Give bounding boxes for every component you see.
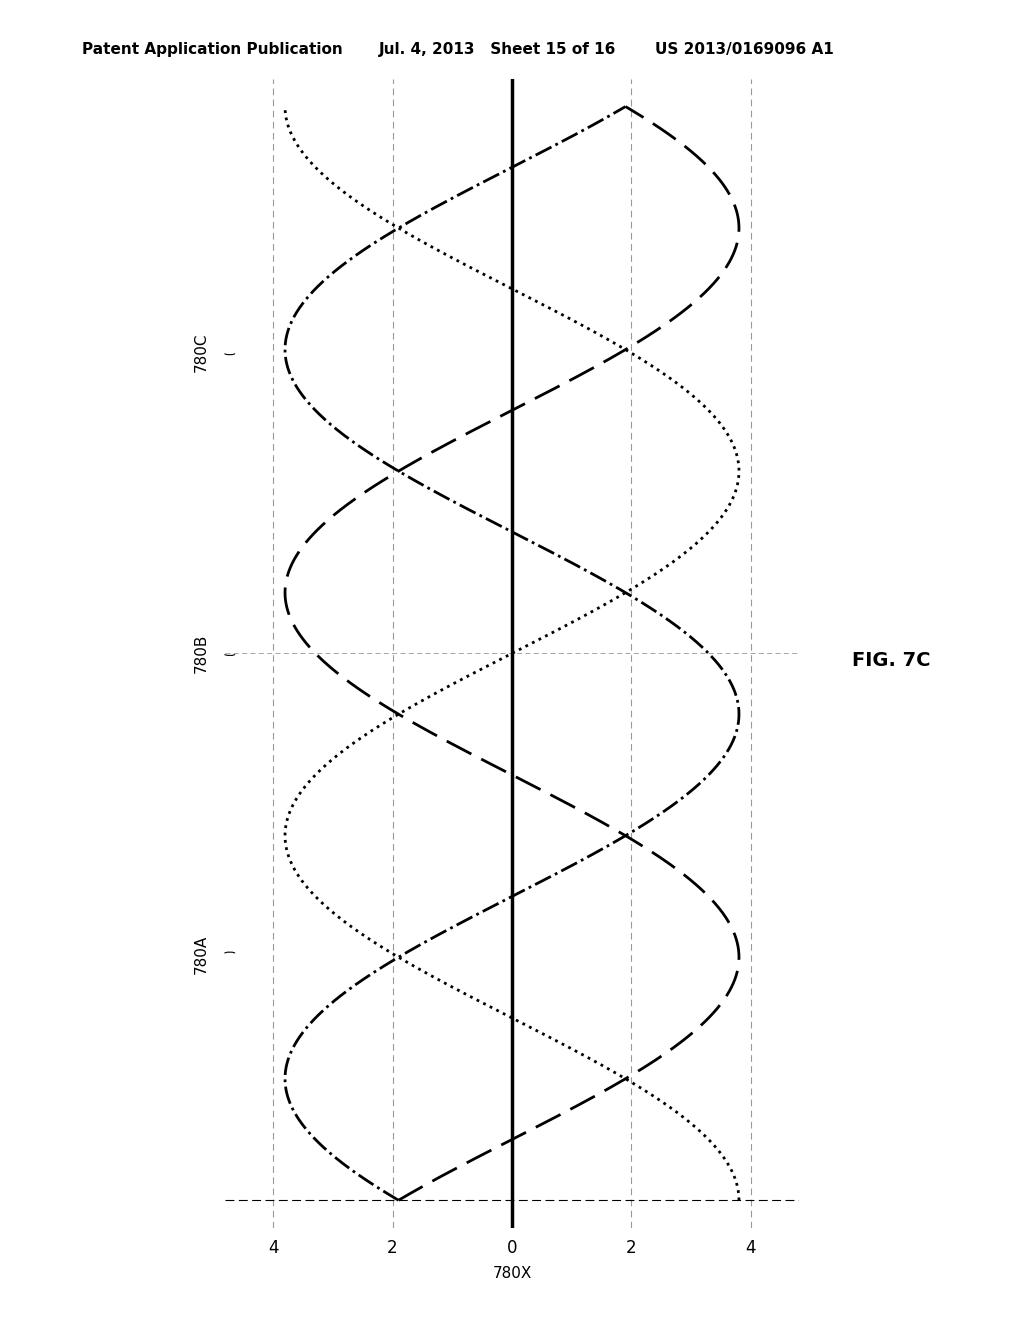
Text: 780C: 780C [194, 333, 209, 372]
Text: 780A: 780A [194, 935, 209, 974]
Text: Patent Application Publication: Patent Application Publication [82, 42, 343, 57]
Text: US 2013/0169096 A1: US 2013/0169096 A1 [655, 42, 835, 57]
Text: 780B: 780B [194, 634, 209, 673]
Text: Jul. 4, 2013   Sheet 15 of 16: Jul. 4, 2013 Sheet 15 of 16 [379, 42, 616, 57]
Text: 780X: 780X [493, 1266, 531, 1280]
Text: FIG. 7C: FIG. 7C [852, 651, 930, 669]
